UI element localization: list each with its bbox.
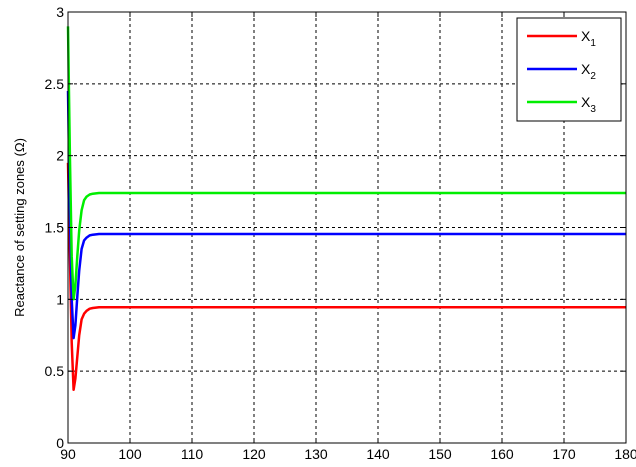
y-tick-label: 1.5 bbox=[45, 220, 65, 236]
x-tick-label: 170 bbox=[552, 446, 576, 462]
series-line-x1 bbox=[66, 162, 626, 392]
x-tick-label: 160 bbox=[490, 446, 514, 462]
y-tick-label: 0 bbox=[56, 435, 64, 451]
y-tick-label: 1 bbox=[56, 291, 64, 307]
grid bbox=[68, 12, 626, 443]
x-tick-label: 130 bbox=[304, 446, 328, 462]
y-tick-label: 2 bbox=[56, 148, 64, 164]
y-tick-label: 0.5 bbox=[45, 363, 65, 379]
series-lines bbox=[66, 26, 626, 392]
x-tick-labels: 90 100 110 120 130 140 150 160 170 180 bbox=[60, 446, 636, 462]
y-axis-label: Reactance of setting zones (Ω) bbox=[12, 138, 27, 317]
axis-ticks bbox=[67, 11, 627, 444]
x-tick-label: 150 bbox=[428, 446, 452, 462]
series-line-x3 bbox=[66, 26, 626, 301]
y-tick-label: 2.5 bbox=[45, 76, 65, 92]
x-tick-label: 120 bbox=[242, 446, 266, 462]
x-tick-label: 140 bbox=[366, 446, 390, 462]
y-tick-labels: 0 0.5 1 1.5 2 2.5 3 bbox=[45, 4, 65, 451]
x-tick-label: 110 bbox=[181, 446, 204, 462]
y-tick-label: 3 bbox=[56, 4, 64, 20]
x-tick-label: 180 bbox=[614, 446, 636, 462]
x-tick-label: 90 bbox=[60, 446, 76, 462]
series-line-x2 bbox=[66, 90, 626, 340]
x-tick-label: 100 bbox=[118, 446, 142, 462]
